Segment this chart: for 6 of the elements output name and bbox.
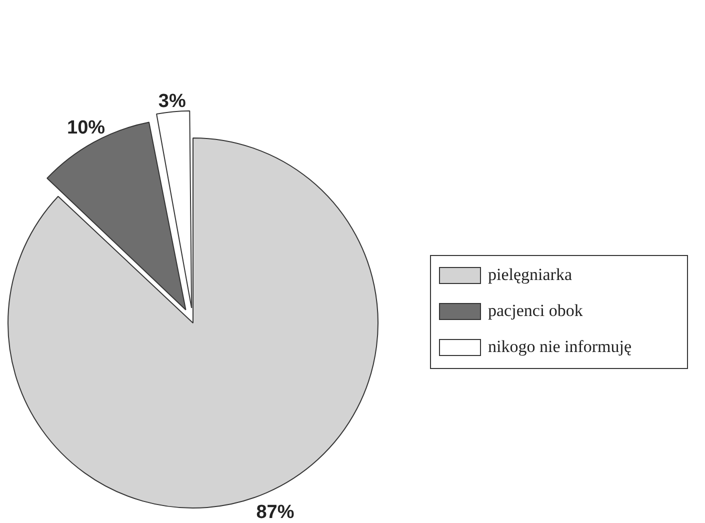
legend-label: pacjenci obok <box>488 301 583 321</box>
data-label: 10% <box>67 118 106 139</box>
legend-label: nikogo nie informuję <box>488 337 632 357</box>
legend-label: pielęgniarka <box>488 265 572 285</box>
data-label: 87% <box>256 502 294 523</box>
data-label: 3% <box>158 91 186 112</box>
